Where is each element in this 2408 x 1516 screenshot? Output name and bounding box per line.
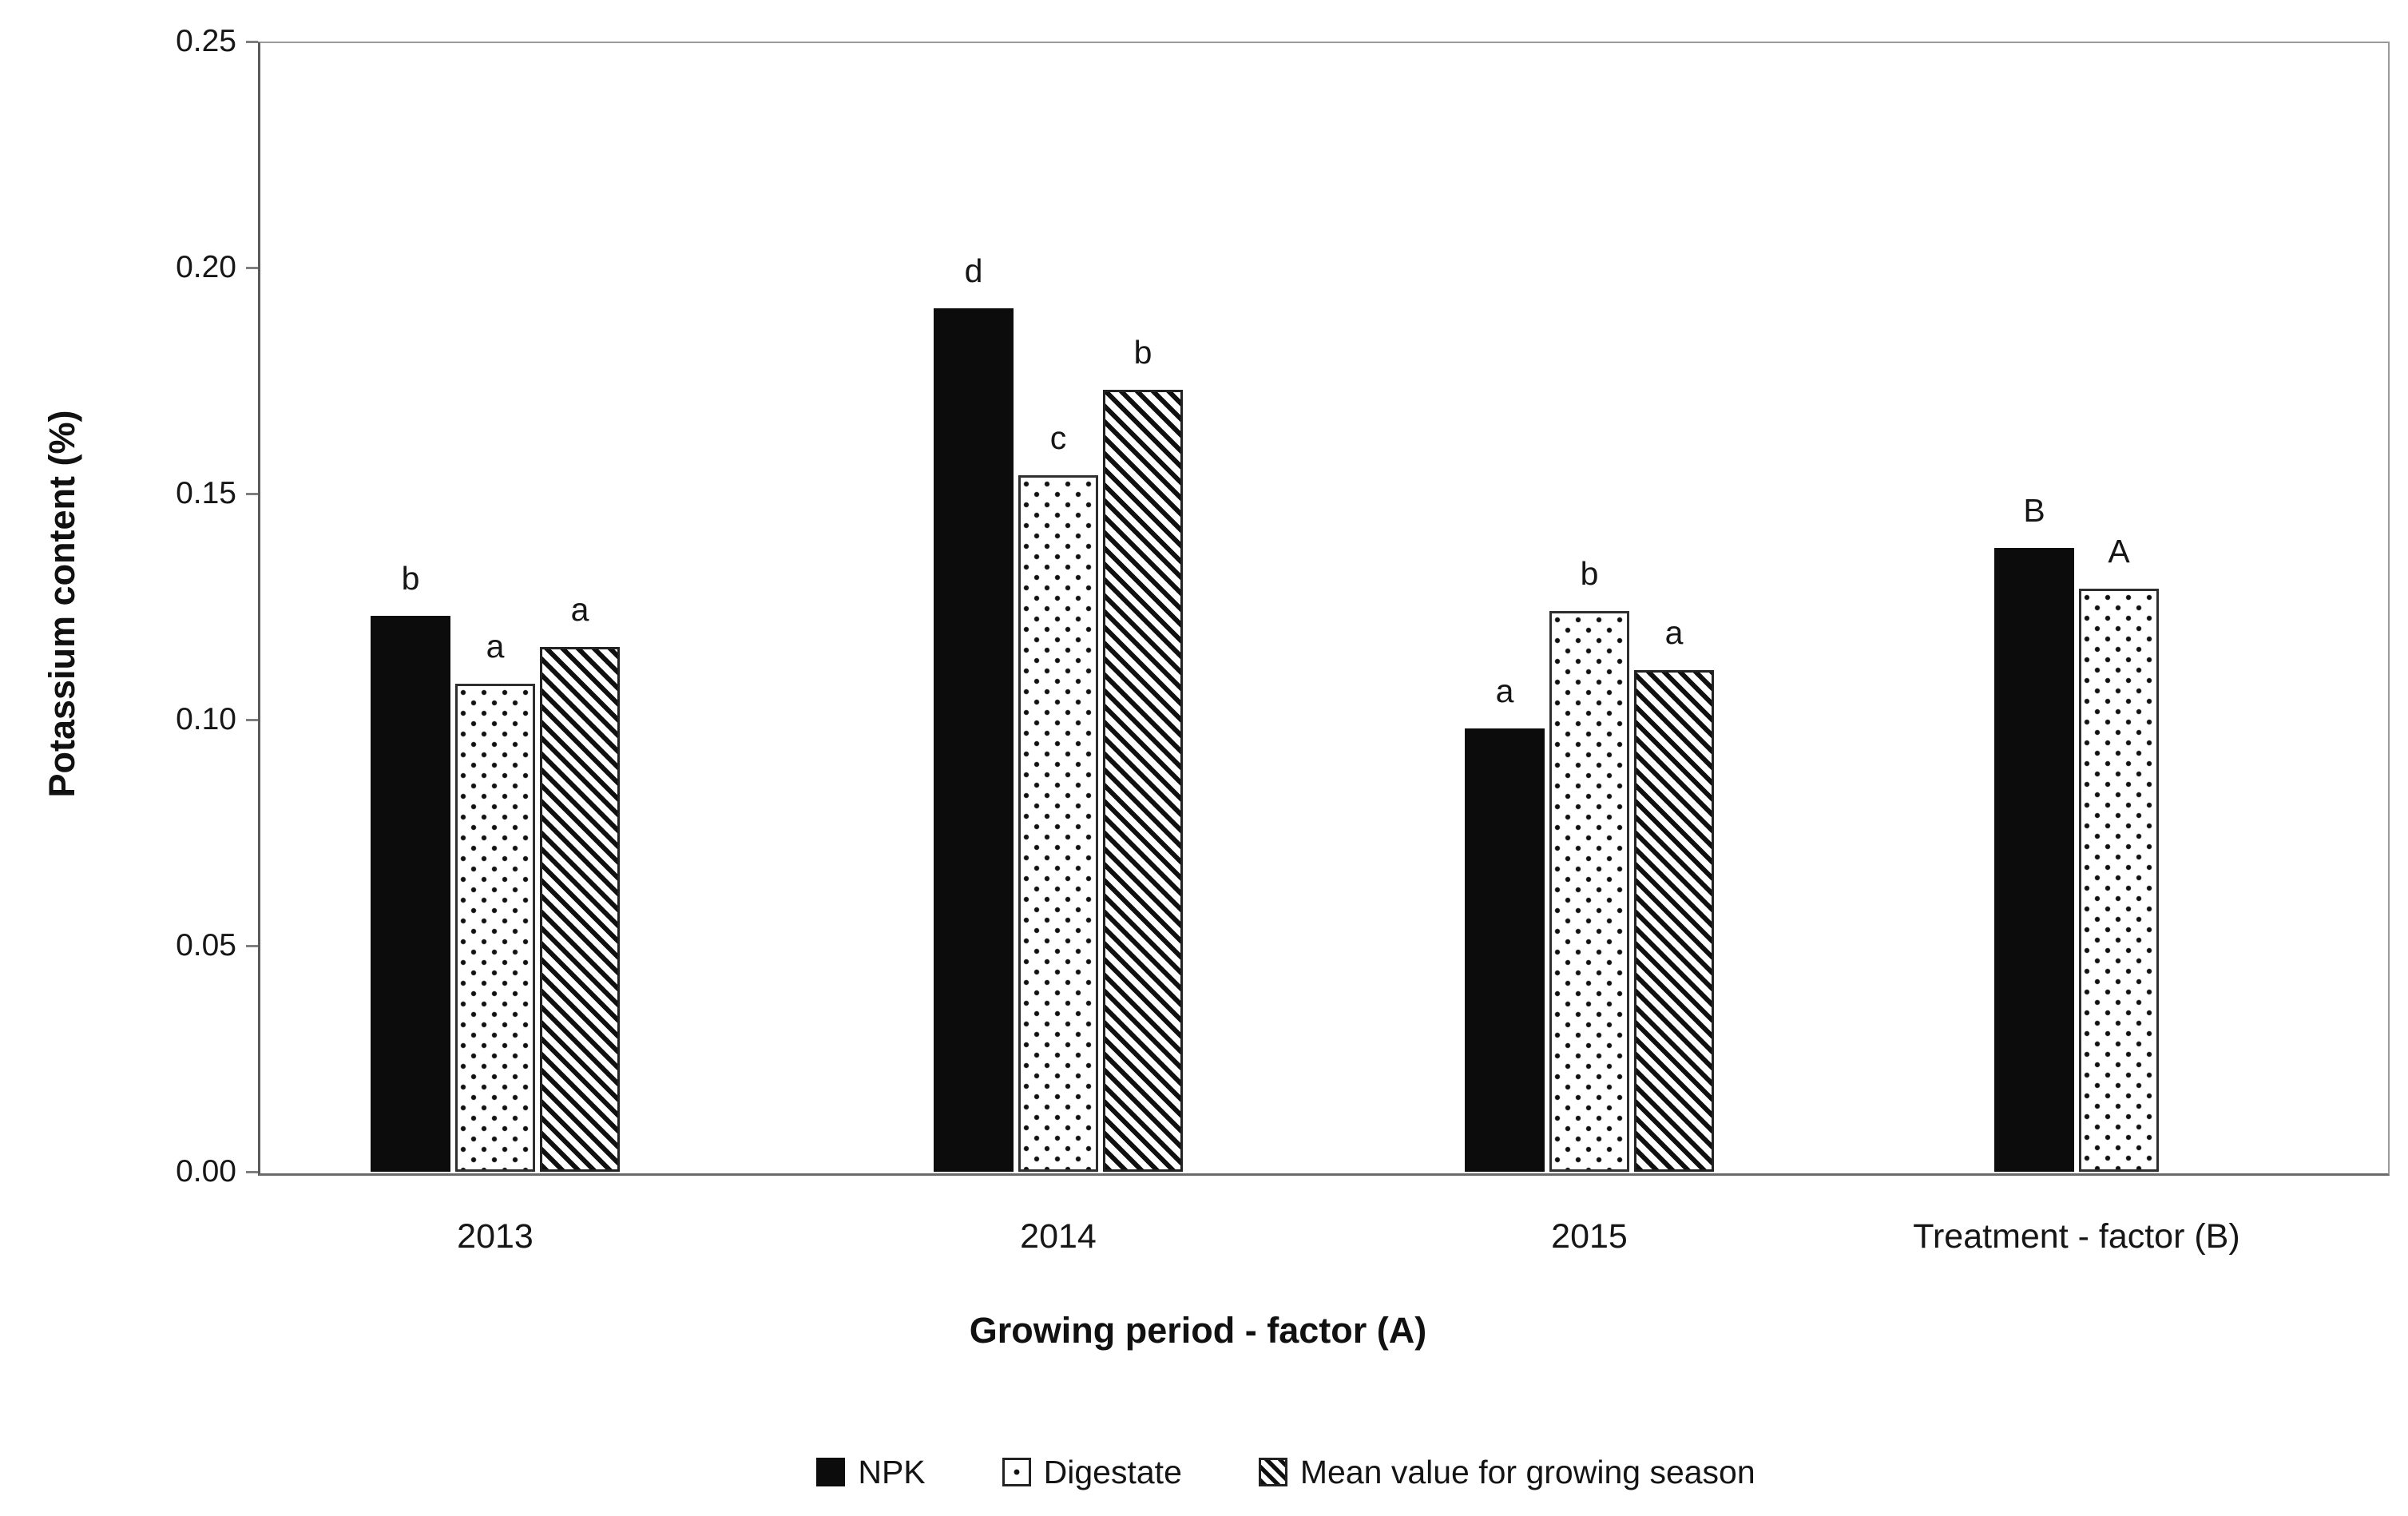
- sig-letter: a: [486, 627, 505, 665]
- sig-letter: a: [1495, 673, 1514, 710]
- sig-letter: c: [1049, 419, 1067, 457]
- bar-npk-2015: [1465, 728, 1545, 1172]
- legend-item-mean: Mean value for growing season: [1258, 1452, 1755, 1492]
- y-tick-label: 0.10: [176, 702, 236, 736]
- bar-npk-treatment-factor-b-: [1994, 547, 2074, 1172]
- x-tick-label: 2015: [1551, 1217, 1628, 1256]
- legend-label: Digestate: [1043, 1454, 1182, 1490]
- y-axis-title: Potassium content (%): [42, 410, 82, 798]
- sig-letter: B: [2023, 491, 2045, 529]
- bar-digestate-2013: [455, 683, 535, 1172]
- y-axis-tick: [246, 944, 258, 947]
- y-tick-label: 0.00: [176, 1154, 236, 1189]
- sig-letter: b: [1133, 333, 1152, 371]
- y-tick-label: 0.05: [176, 928, 236, 962]
- sig-letter: d: [964, 252, 983, 289]
- legend: NPK Digestate Mean value for growing seaso…: [164, 1444, 2408, 1500]
- x-tick-label: Treatment - factor (B): [1913, 1217, 2240, 1256]
- bar-digestate-treatment-factor-b-: [2079, 588, 2159, 1172]
- bar-mean-2014: [1103, 389, 1183, 1172]
- sig-letter: b: [401, 559, 420, 597]
- y-tick-label: 0.15: [176, 476, 236, 510]
- y-tick-label: 0.20: [176, 250, 236, 284]
- y-axis-tick: [246, 718, 258, 721]
- y-axis-tick: [246, 266, 258, 269]
- legend-label: Mean value for growing season: [1299, 1454, 1755, 1490]
- bar-mean-2015: [1634, 669, 1714, 1172]
- legend-label: NPK: [858, 1454, 926, 1490]
- legend-swatch-dots-icon: [1002, 1458, 1031, 1486]
- y-axis-tick: [246, 1170, 258, 1173]
- bar-digestate-2014: [1018, 475, 1098, 1172]
- legend-swatch-solid-icon: [816, 1458, 846, 1486]
- y-axis-tick: [246, 40, 258, 43]
- bar-mean-2013: [540, 647, 620, 1172]
- sig-letter: a: [1664, 613, 1684, 651]
- y-axis-tick: [246, 492, 258, 495]
- x-tick-label: 2013: [457, 1217, 534, 1256]
- y-tick-label: 0.25: [176, 24, 236, 58]
- bar-npk-2014: [934, 308, 1014, 1172]
- x-axis-title: Growing period - factor (A): [969, 1310, 1427, 1351]
- bar-digestate-2015: [1549, 611, 1629, 1172]
- bar-npk-2013: [371, 615, 450, 1172]
- legend-item-digestate: Digestate: [1002, 1452, 1182, 1492]
- legend-item-npk: NPK: [816, 1452, 926, 1492]
- legend-swatch-stripes-icon: [1258, 1458, 1287, 1486]
- x-tick-label: 2014: [1020, 1217, 1097, 1256]
- sig-letter: a: [570, 591, 589, 629]
- sig-letter: b: [1580, 555, 1599, 593]
- sig-letter: A: [2108, 532, 2130, 569]
